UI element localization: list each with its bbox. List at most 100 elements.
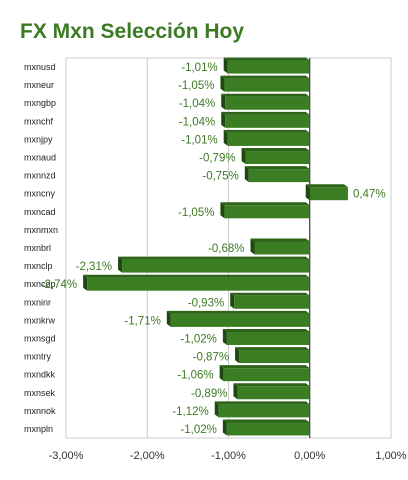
bar-top-face [230, 292, 310, 296]
bar-top-face [241, 148, 310, 152]
category-label: mxnsgd [24, 333, 56, 343]
bar-side-face [233, 383, 238, 400]
bar-front-face [170, 313, 310, 327]
category-label: mxnchf [24, 116, 54, 126]
bar [244, 166, 310, 183]
bar [222, 328, 310, 345]
bar-front-face [226, 331, 310, 345]
bar [233, 383, 310, 400]
bar-side-face [83, 274, 88, 291]
value-label: -1,01% [181, 62, 217, 74]
bar-front-face [224, 205, 310, 219]
bar-top-face [219, 365, 310, 369]
bar-top-face [221, 93, 310, 97]
value-label: -0,79% [199, 153, 235, 165]
category-label: mxncny [24, 189, 56, 199]
value-label: 0,47% [353, 189, 386, 201]
bar-side-face [118, 256, 123, 273]
bar-front-face [234, 295, 310, 309]
bar-front-face [225, 96, 310, 110]
bar-top-face [214, 401, 310, 405]
value-label: -2,31% [76, 261, 112, 273]
category-label: mxntry [24, 352, 52, 362]
bar-front-face [248, 169, 310, 183]
category-label: mxnsek [24, 388, 56, 398]
bar-side-face [250, 238, 255, 255]
chart-title: FX Mxn Selección Hoy [20, 20, 245, 43]
category-label: mxnbrl [24, 243, 51, 253]
bar-top-face [166, 310, 310, 314]
category-label: mxnkrw [24, 315, 55, 325]
category-label: mxncad [24, 207, 56, 217]
bar-top-face [222, 328, 310, 332]
value-label: -1,02% [180, 333, 216, 345]
bar [221, 111, 310, 128]
bar-top-face [235, 347, 310, 351]
category-label: mxnaud [24, 153, 56, 163]
value-label: -1,04% [179, 98, 215, 110]
bar [222, 419, 310, 436]
bar-front-face [122, 259, 310, 273]
bar [166, 310, 310, 327]
bar-side-face [244, 166, 249, 183]
bar-side-face [241, 148, 246, 165]
bar-front-face [237, 386, 310, 400]
bar [118, 256, 310, 273]
bar [220, 202, 310, 219]
category-label: mxnpln [24, 424, 53, 434]
bar-side-face [220, 75, 225, 92]
category-label: mxneur [24, 80, 54, 90]
bar-side-face [220, 202, 225, 219]
bar-side-face [221, 111, 226, 128]
bar-side-face [305, 184, 310, 201]
value-label: -1,05% [178, 80, 214, 92]
value-label: -1,05% [178, 207, 214, 219]
bar-front-face [223, 368, 310, 382]
bar-side-face [221, 93, 226, 110]
bar-top-face [220, 75, 310, 79]
bar-top-face [221, 111, 310, 115]
bar-front-face [87, 277, 310, 291]
bar-front-face [254, 241, 310, 255]
value-label: -1,71% [124, 315, 160, 327]
category-label: mxngbp [24, 98, 56, 108]
value-label: -0,75% [202, 171, 238, 183]
bar-top-face [233, 383, 310, 387]
x-tick-label: -2,00% [130, 450, 165, 462]
bar-front-face [239, 350, 310, 364]
bar [221, 93, 310, 110]
value-label: -1,04% [179, 116, 215, 128]
bar-side-face [223, 129, 228, 146]
category-label: mxnnzd [24, 171, 56, 181]
bar-front-face [309, 187, 348, 201]
bar-front-face [218, 404, 310, 418]
value-label: -0,68% [208, 243, 244, 255]
category-label: mxndkk [24, 370, 56, 380]
bar [235, 347, 310, 364]
bar [219, 365, 310, 382]
bar-side-face [223, 57, 228, 74]
bar-top-face [223, 57, 310, 61]
value-label: -1,06% [177, 370, 213, 382]
bar-top-face [305, 184, 348, 188]
value-label: -0,93% [188, 297, 224, 309]
bar [250, 238, 310, 255]
category-label: mxnnok [24, 406, 56, 416]
category-label: mxncop [24, 279, 56, 289]
category-label: mxnjpy [24, 134, 53, 144]
bar-top-face [83, 274, 310, 278]
bar-side-face [166, 310, 171, 327]
bar [230, 292, 310, 309]
x-tick-label: 0,00% [294, 450, 325, 462]
bar-side-face [235, 347, 240, 364]
bar-side-face [230, 292, 235, 309]
bar [83, 274, 310, 291]
category-label: mxnclp [24, 261, 53, 271]
bar-side-face [214, 401, 219, 418]
bar [220, 75, 310, 92]
bar-front-face [227, 132, 310, 146]
category-label: mxninr [24, 297, 51, 307]
value-label: -1,12% [172, 406, 208, 418]
x-tick-label: 1,00% [375, 450, 406, 462]
value-label: -0,87% [193, 352, 229, 364]
